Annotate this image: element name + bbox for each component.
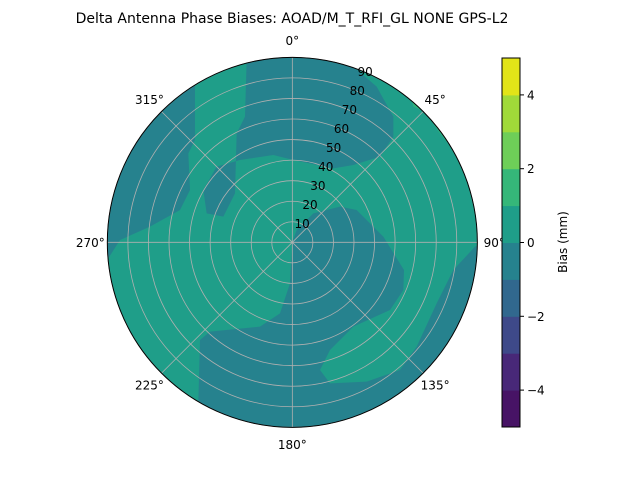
angular-gridline bbox=[292, 111, 424, 243]
radial-tick-label: 20 bbox=[302, 198, 317, 212]
radial-tick-label: 10 bbox=[295, 217, 310, 231]
polar-grid bbox=[106, 56, 478, 428]
polar-frame bbox=[106, 56, 478, 428]
radial-tick-label: 30 bbox=[310, 179, 325, 193]
angle-tick-label: 270° bbox=[76, 236, 105, 250]
colorbar-band bbox=[502, 168, 520, 207]
colorbar-band bbox=[502, 316, 520, 354]
colorbar-tick-label: −4 bbox=[527, 384, 545, 398]
radial-tick-label: 40 bbox=[318, 160, 333, 174]
angle-tick-label: 135° bbox=[421, 379, 450, 393]
colorbar-band bbox=[502, 390, 520, 428]
radial-tick-label: 70 bbox=[342, 103, 357, 117]
angular-gridline bbox=[161, 242, 293, 374]
angular-gridline bbox=[161, 111, 293, 243]
angle-tick-label: 0° bbox=[285, 34, 299, 48]
radial-tick-labels: 10 20 30 40 50 60 70 80 90 bbox=[295, 65, 373, 231]
angle-tick-label: 315° bbox=[135, 93, 164, 107]
colorbar-tick-label: 2 bbox=[527, 162, 535, 176]
colorbar-tick-label: 0 bbox=[527, 236, 535, 250]
angle-tick-label: 225° bbox=[135, 379, 164, 393]
colorbar-band bbox=[502, 58, 520, 96]
colorbar-band bbox=[502, 131, 520, 170]
contour-band-minus1-to-0-north bbox=[203, 57, 394, 217]
colorbar: −4 −2 0 2 4 bbox=[501, 57, 545, 428]
angle-tick-label: 180° bbox=[278, 438, 307, 452]
colorbar-band bbox=[502, 94, 520, 133]
radial-tick-label: 60 bbox=[334, 122, 349, 136]
colorbar-tick-label: 4 bbox=[527, 88, 535, 102]
angular-gridline bbox=[292, 242, 424, 374]
radial-tick-label: 50 bbox=[326, 141, 341, 155]
colorbar-band bbox=[502, 279, 520, 317]
angle-tick-labels: 0° 45° 90° 135° 180° 225° 270° 315° bbox=[76, 34, 505, 452]
colorbar-tick-label: −2 bbox=[527, 310, 545, 324]
colorbar-label: Bias (mm) bbox=[556, 211, 570, 273]
angle-tick-label: 45° bbox=[424, 93, 445, 107]
colorbar-band bbox=[502, 242, 520, 280]
colorbar-band bbox=[502, 353, 520, 391]
angle-tick-label: 90° bbox=[484, 236, 505, 250]
radial-tick-label: 90 bbox=[357, 65, 372, 79]
colorbar-band bbox=[502, 205, 520, 243]
radial-tick-label: 80 bbox=[350, 84, 365, 98]
chart-title: Delta Antenna Phase Biases: AOAD/M_T_RFI… bbox=[76, 11, 509, 27]
